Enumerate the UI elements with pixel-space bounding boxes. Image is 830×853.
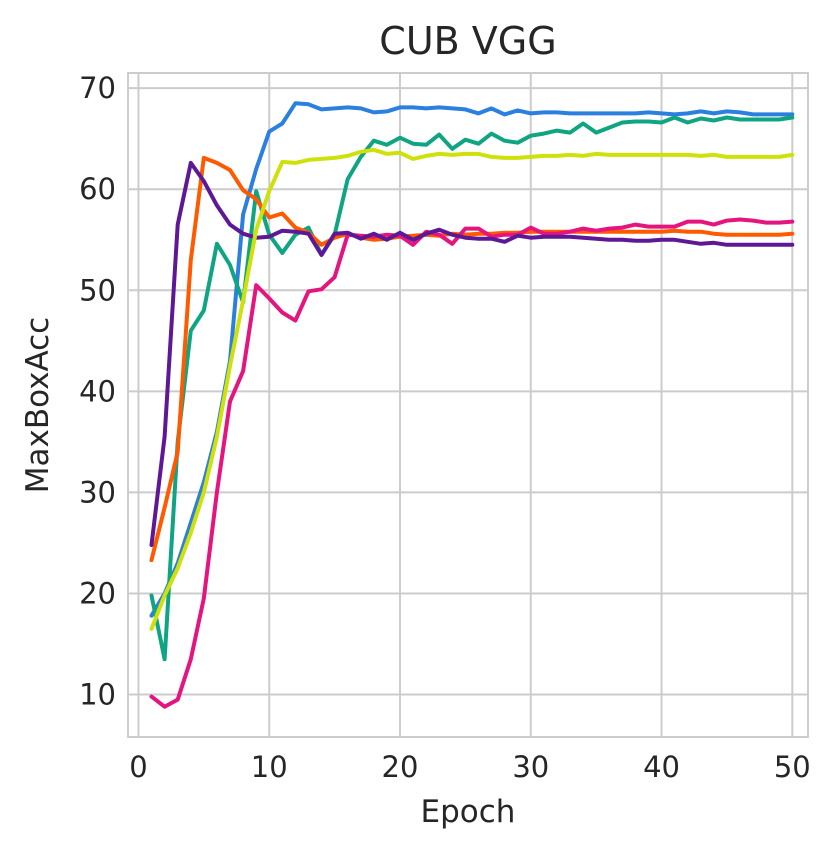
x-tick-label: 0 (129, 750, 147, 784)
y-tick-label: 50 (79, 273, 116, 307)
y-tick-label: 70 (79, 71, 116, 105)
series-layer (149, 101, 795, 709)
series-line-1 (149, 101, 795, 618)
x-tick-label: 10 (251, 750, 288, 784)
x-tick-label: 50 (774, 750, 811, 784)
y-tick-labels: 10 20 30 40 50 60 70 (79, 71, 116, 711)
y-tick-label: 30 (79, 475, 116, 509)
series-line-4 (149, 217, 795, 709)
x-tick-labels: 0 10 20 30 40 50 (129, 750, 811, 784)
series-line-5 (149, 160, 795, 547)
x-tick-label: 40 (643, 750, 680, 784)
y-tick-label: 10 (79, 678, 116, 712)
series-line-6 (149, 147, 795, 631)
x-tick-label: 20 (382, 750, 419, 784)
series-line-2 (149, 115, 795, 662)
x-axis-label: Epoch (421, 794, 516, 830)
y-tick-label: 60 (79, 172, 116, 206)
series-line-3 (149, 155, 795, 563)
y-tick-label: 20 (79, 576, 116, 610)
x-tick-label: 30 (512, 750, 549, 784)
chart-title: CUB VGG (379, 19, 556, 63)
y-axis-label: MaxBoxAcc (20, 317, 56, 493)
y-tick-label: 40 (79, 374, 116, 408)
plot-frame (127, 72, 809, 738)
